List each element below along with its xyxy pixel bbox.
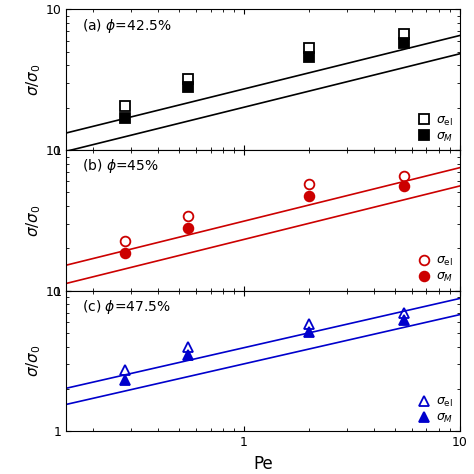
Y-axis label: $\sigma/\sigma_0$: $\sigma/\sigma_0$ [24,64,43,96]
$\sigma_{\mathrm{el}}$ [122,367,128,373]
$\sigma_{\mathrm{el}}$ [185,76,191,82]
Legend: $\sigma_{\mathrm{el}}$, $\sigma_{M}$: $\sigma_{\mathrm{el}}$, $\sigma_{M}$ [414,392,456,428]
X-axis label: Pe: Pe [253,455,273,473]
$\sigma_{M}$ [401,182,407,188]
$\sigma_{M}$ [122,115,128,120]
Legend: $\sigma_{\mathrm{el}}$, $\sigma_{M}$: $\sigma_{\mathrm{el}}$, $\sigma_{M}$ [414,252,456,287]
Line: $\sigma_{M}$: $\sigma_{M}$ [120,315,409,385]
Y-axis label: $\sigma/\sigma_0$: $\sigma/\sigma_0$ [24,345,43,377]
$\sigma_{\mathrm{el}}$ [306,182,312,187]
$\sigma_{M}$ [185,225,191,231]
Legend: $\sigma_{\mathrm{el}}$, $\sigma_{M}$: $\sigma_{\mathrm{el}}$, $\sigma_{M}$ [414,111,456,146]
Text: (b) $\phi$=45%: (b) $\phi$=45% [82,157,159,175]
Line: $\sigma_{\mathrm{el}}$: $\sigma_{\mathrm{el}}$ [120,172,409,246]
$\sigma_{\mathrm{el}}$ [122,103,128,109]
$\sigma_{\mathrm{el}}$ [401,310,407,316]
Line: $\sigma_{M}$: $\sigma_{M}$ [120,181,409,258]
$\sigma_{M}$ [306,54,312,60]
$\sigma_{\mathrm{el}}$ [401,31,407,37]
$\sigma_{M}$ [401,40,407,46]
Text: (c) $\phi$=47.5%: (c) $\phi$=47.5% [82,298,171,316]
$\sigma_{M}$ [185,352,191,358]
Text: (a) $\phi$=42.5%: (a) $\phi$=42.5% [82,17,172,35]
$\sigma_{M}$ [306,193,312,199]
$\sigma_{\mathrm{el}}$ [185,345,191,350]
$\sigma_{M}$ [306,329,312,335]
$\sigma_{M}$ [122,378,128,383]
Line: $\sigma_{\mathrm{el}}$: $\sigma_{\mathrm{el}}$ [120,309,409,374]
Y-axis label: $\sigma/\sigma_0$: $\sigma/\sigma_0$ [24,204,43,237]
$\sigma_{\mathrm{el}}$ [122,238,128,244]
Line: $\sigma_{\mathrm{el}}$: $\sigma_{\mathrm{el}}$ [120,29,409,111]
$\sigma_{M}$ [122,250,128,256]
$\sigma_{M}$ [185,84,191,90]
$\sigma_{\mathrm{el}}$ [306,46,312,51]
Line: $\sigma_{M}$: $\sigma_{M}$ [120,38,409,123]
$\sigma_{\mathrm{el}}$ [306,321,312,327]
$\sigma_{M}$ [401,317,407,323]
$\sigma_{\mathrm{el}}$ [185,213,191,219]
$\sigma_{\mathrm{el}}$ [401,173,407,179]
